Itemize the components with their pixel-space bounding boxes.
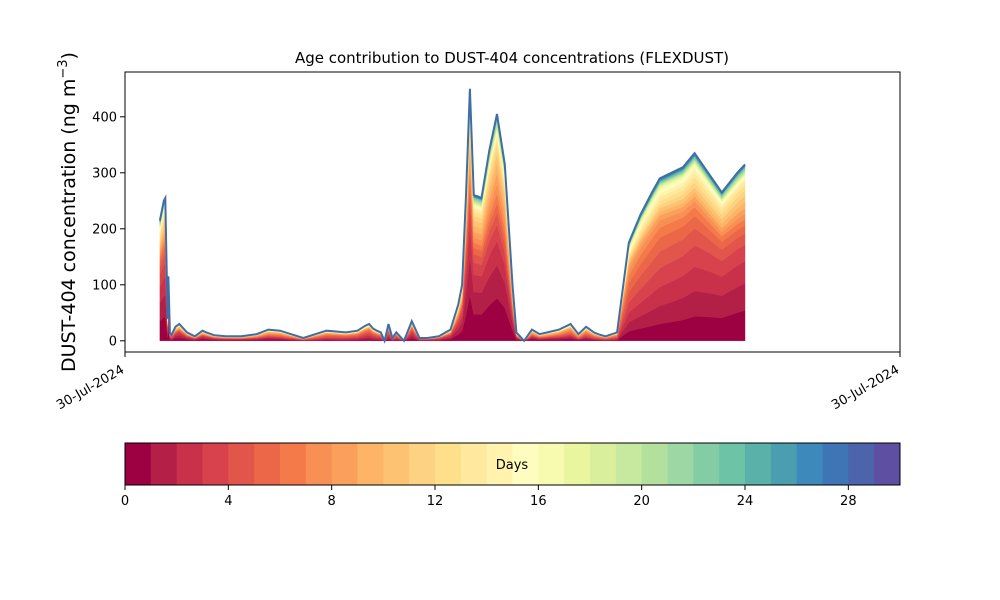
colorbar-swatch bbox=[280, 443, 307, 485]
colorbar-swatch bbox=[383, 443, 410, 485]
y-axis-label-main: DUST-404 concentration (ng m bbox=[58, 79, 80, 372]
colorbar-swatch bbox=[770, 443, 798, 485]
y-axis-label: DUST-404 concentration (ng m−3) bbox=[56, 52, 80, 372]
colorbar-swatch bbox=[254, 443, 281, 485]
colorbar-swatch bbox=[796, 443, 823, 485]
colorbar-swatch bbox=[719, 443, 746, 485]
colorbar-tick-label: 16 bbox=[530, 494, 547, 509]
colorbar-swatch bbox=[667, 443, 694, 485]
colorbar-tick-label: 12 bbox=[427, 494, 444, 509]
colorbar-swatch bbox=[693, 443, 720, 485]
colorbar-swatch bbox=[538, 443, 565, 485]
colorbar-swatch bbox=[357, 443, 384, 485]
colorbar-frame bbox=[124, 442, 901, 486]
colorbar-swatch bbox=[745, 443, 772, 485]
colorbar-swatch bbox=[150, 443, 178, 485]
colorbar-swatch bbox=[615, 443, 643, 485]
colorbar-swatch bbox=[848, 443, 875, 485]
y-tick-label: 100 bbox=[92, 278, 117, 293]
plot-frame bbox=[124, 71, 901, 353]
colorbar-swatch bbox=[305, 443, 333, 485]
colorbar-swatch bbox=[486, 443, 513, 485]
colorbar-swatch bbox=[176, 443, 203, 485]
chart-title: Age contribution to DUST-404 concentrati… bbox=[295, 49, 729, 67]
colorbar-tick-label: 8 bbox=[328, 494, 336, 509]
colorbar-tick-label: 20 bbox=[633, 494, 650, 509]
colorbar-tick-label: 24 bbox=[737, 494, 754, 509]
colorbar-ticks: 0 4 8 12 16 20 24 28 bbox=[121, 485, 857, 509]
x-tick-label-end: 30-Jul-2024 bbox=[829, 362, 902, 413]
colorbar-swatch bbox=[460, 443, 488, 485]
colorbar-tick-label: 0 bbox=[121, 494, 129, 509]
colorbar-swatch bbox=[202, 443, 229, 485]
y-tick-label: 400 bbox=[92, 110, 117, 125]
y-axis-label-close: ) bbox=[58, 52, 80, 59]
total-concentration-line bbox=[158, 88, 746, 344]
colorbar-swatch bbox=[822, 443, 849, 485]
colorbar-swatch bbox=[641, 443, 668, 485]
y-tick-label: 0 bbox=[109, 334, 117, 349]
colorbar-swatch bbox=[435, 443, 462, 485]
colorbar-swatch bbox=[512, 443, 539, 485]
colorbar bbox=[125, 443, 901, 485]
colorbar-swatch bbox=[331, 443, 358, 485]
plot-area bbox=[158, 88, 746, 344]
colorbar-swatch bbox=[590, 443, 617, 485]
colorbar-swatch bbox=[564, 443, 591, 485]
colorbar-swatch bbox=[409, 443, 436, 485]
colorbar-swatch bbox=[125, 443, 152, 485]
y-tick-label: 200 bbox=[92, 222, 117, 237]
colorbar-swatch bbox=[228, 443, 255, 485]
colorbar-tick-label: 4 bbox=[224, 494, 232, 509]
colorbar-label: Days bbox=[496, 458, 529, 473]
colorbar-tick-label: 28 bbox=[840, 494, 857, 509]
y-axis-ticks: 0 100 200 300 400 bbox=[92, 110, 125, 349]
y-axis-label-exponent: −3 bbox=[56, 59, 71, 78]
colorbar-swatch bbox=[874, 443, 901, 485]
y-tick-label: 300 bbox=[92, 166, 117, 181]
